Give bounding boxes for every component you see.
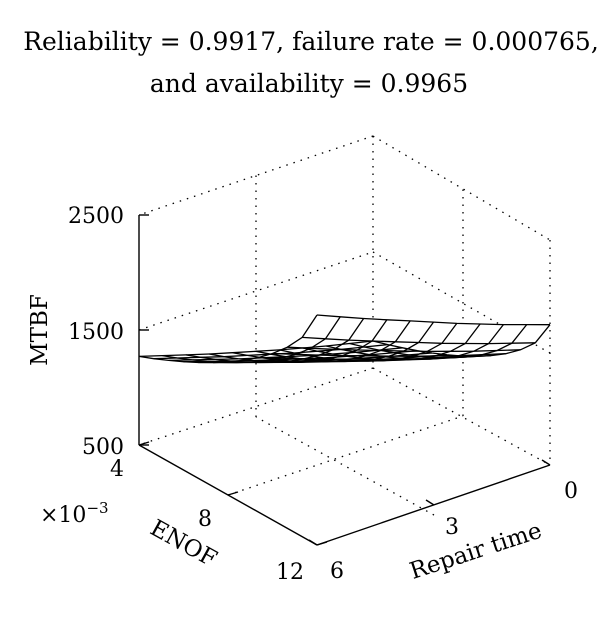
y-tick-label-12: 12 xyxy=(276,560,304,585)
surface-mesh-line-enof xyxy=(349,324,528,359)
x-tick-0 xyxy=(541,459,551,466)
surface-patch xyxy=(287,337,326,349)
y-axis-multiplier: ×10−3 xyxy=(40,499,109,528)
y-tick-label-4: 4 xyxy=(110,457,124,482)
surface-mesh-line-enof xyxy=(279,323,458,362)
x-tick-label-0: 0 xyxy=(564,479,578,504)
z-tick-label-2500: 2500 xyxy=(68,204,124,229)
surface-patch xyxy=(450,343,489,352)
x-tick-6 xyxy=(308,539,318,546)
surface-patch xyxy=(325,316,364,341)
surface-mesh-line-repair-time xyxy=(138,340,374,358)
y-tick-label-8: 8 xyxy=(198,507,212,532)
surface-mesh-line-enof xyxy=(372,324,551,357)
y-tick-4 xyxy=(138,441,150,446)
surface-patch xyxy=(372,319,411,342)
back-top-edge-left xyxy=(138,135,374,216)
x-axis-title: Repair time xyxy=(407,518,545,585)
grid-line-x-3-floor xyxy=(255,416,435,516)
surface-patch xyxy=(488,324,527,344)
y-tick-12 xyxy=(316,541,328,546)
grid-line-y-8-floor xyxy=(227,415,464,496)
back-top-edge-right xyxy=(372,135,551,241)
surface-patch xyxy=(395,320,434,343)
x-tick-label-6: 6 xyxy=(330,559,344,584)
surface-patch xyxy=(442,323,481,344)
x-tick-label-3: 3 xyxy=(445,515,459,540)
surface-patch xyxy=(302,315,341,339)
surface-patch xyxy=(348,318,387,341)
surface-mesh-line-enof xyxy=(255,321,435,363)
z-tick-label-1500: 1500 xyxy=(68,320,124,345)
surface-mesh-line-enof xyxy=(326,324,504,360)
chart-title-line-2: and availability = 0.9965 xyxy=(150,69,468,98)
z-tick-label-500: 500 xyxy=(82,435,124,460)
surface-mesh-line-enof xyxy=(209,319,388,364)
floor-back-edge-right xyxy=(372,367,551,466)
mtbf-surface-mesh xyxy=(138,314,551,364)
axes-box xyxy=(138,135,551,546)
x-tick-3 xyxy=(425,499,435,506)
floor-back-edge-left xyxy=(138,367,374,446)
chart-title-line-1: Reliability = 0.9917, failure rate = 0.0… xyxy=(23,27,599,56)
surface-patch xyxy=(465,324,504,344)
y-tick-8 xyxy=(227,491,239,496)
surface-patch xyxy=(497,342,536,351)
surface-patch xyxy=(459,350,498,356)
surface-patch xyxy=(473,343,512,352)
z-axis-title: MTBF xyxy=(27,294,53,366)
surface-patch xyxy=(403,342,442,352)
surface-patch xyxy=(511,324,550,344)
surface-patch xyxy=(418,322,457,344)
surface-patch xyxy=(482,349,521,355)
surface-patch xyxy=(427,343,466,352)
surface-mesh-line-enof xyxy=(302,323,481,361)
